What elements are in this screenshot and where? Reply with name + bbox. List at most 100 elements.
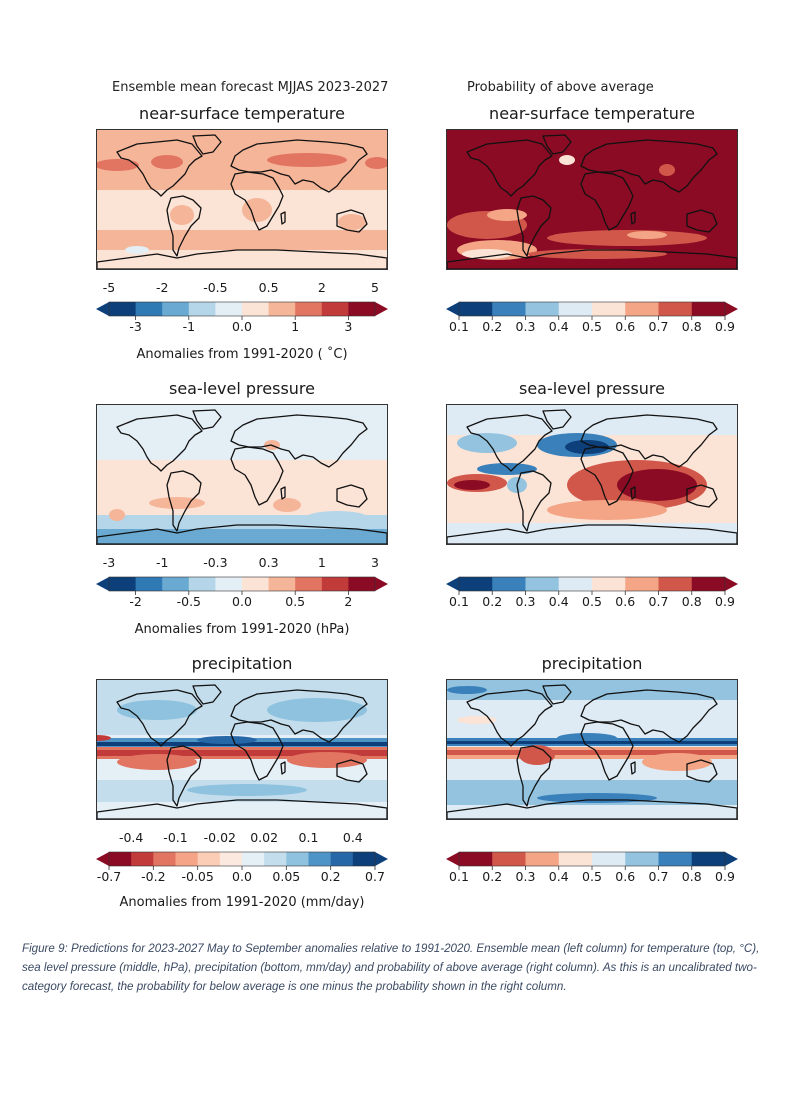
field-blob	[559, 155, 575, 165]
colorbar-2-segment	[242, 577, 270, 591]
field-band	[97, 742, 387, 746]
colorbar-1-extend-low	[446, 302, 459, 316]
colorbar-3-segment	[558, 577, 593, 591]
coastline	[97, 249, 387, 269]
colorbar-3-segment	[691, 577, 726, 591]
colorbar-1-segment	[625, 302, 659, 316]
coastline	[230, 689, 368, 743]
colorbar-2-segment	[321, 577, 349, 591]
colorbar-mean-temperature	[96, 298, 388, 338]
coastline	[542, 684, 572, 705]
field-band	[97, 529, 387, 544]
colorbar-tick-label: 0.8	[681, 594, 702, 609]
colorbar-0-segment	[321, 302, 349, 316]
colorbar-4-segment	[308, 852, 332, 866]
colorbar-tick-label: 0.7	[648, 319, 669, 334]
coastline	[542, 409, 572, 430]
colorbar-bottom-tick-label: 0.5	[285, 594, 306, 609]
colorbar-tick-label: 0.8	[681, 869, 702, 884]
colorbar-5-segment	[625, 852, 659, 866]
colorbar-0-segment	[188, 302, 216, 316]
colorbar-top-tick-label: 3	[371, 555, 379, 570]
field-blob	[242, 198, 272, 222]
field-blob	[307, 511, 367, 523]
field-band	[97, 750, 387, 756]
colorbar-5-segment	[658, 852, 693, 866]
colorbar-top-tick-label: 0.5	[258, 280, 279, 295]
coastline	[686, 484, 718, 508]
colorbar-mean-slp	[96, 573, 388, 613]
colorbar-0-segment	[135, 302, 163, 316]
field-blob	[519, 745, 555, 765]
field-blob	[338, 214, 366, 230]
colorbar-top-tick-label: 5	[371, 280, 379, 295]
field-blob	[117, 700, 197, 720]
colorbar-bottom-tick-label: 0.0	[232, 319, 252, 334]
field-blob	[273, 498, 301, 512]
colorbar-0-segment	[109, 302, 137, 316]
colorbar-5-segment	[525, 852, 560, 866]
coastline	[166, 195, 202, 257]
colorbar-bottom-tick-label: -1	[182, 319, 196, 334]
field-blob	[642, 753, 712, 771]
coastline	[580, 689, 718, 743]
coastline	[230, 139, 368, 193]
coastline	[580, 446, 634, 506]
colorbar-2-segment	[295, 577, 323, 591]
colorbar-2-segment	[268, 577, 296, 591]
field-blob	[565, 440, 609, 454]
map-prob-temperature	[446, 129, 738, 270]
colorbar-3-extend-high	[725, 577, 738, 591]
colorbar-bottom-tick-label: -0.5	[176, 594, 201, 609]
field-blob	[457, 433, 517, 453]
coastline	[280, 211, 286, 225]
colorbar-0-segment	[348, 302, 376, 316]
colorbar-4-segment	[264, 852, 287, 866]
colorbar-top-tick-label: -3	[102, 555, 116, 570]
colorbar-0-extend-low	[96, 302, 109, 316]
coastline	[516, 745, 552, 807]
colorbar-2-segment	[135, 577, 163, 591]
colorbar-tick-label: 0.5	[582, 319, 602, 334]
colorbar-bottom-tick-label: 0.05	[272, 869, 301, 884]
panel-title-mean-slp: sea-level pressure	[169, 379, 315, 398]
coastline	[580, 139, 718, 193]
colorbar-bottom-tick-label: 0.0	[232, 594, 252, 609]
colorbar-top-tick-label: -2	[155, 280, 169, 295]
field-blob	[125, 246, 149, 254]
coastline	[166, 470, 202, 532]
coastline	[447, 524, 737, 544]
coastline	[630, 486, 636, 500]
colorbar-4-segment	[219, 852, 243, 866]
field-blob	[197, 736, 257, 744]
colorbar-top-tick-label: -1	[155, 555, 169, 570]
colorbar-top-tick-label: 2	[317, 280, 326, 295]
coastline	[116, 414, 203, 472]
colorbar-4-segment	[242, 852, 265, 866]
colorbar-bottom-tick-label: 1	[291, 319, 300, 334]
colorbar-top-tick-label: -0.5	[203, 280, 228, 295]
colorbar-2-segment	[162, 577, 190, 591]
colorbar-top-tick-label: 1	[317, 555, 326, 570]
coastline	[542, 134, 572, 155]
colorbar-5-segment	[691, 852, 726, 866]
colorbar-3-segment	[459, 577, 493, 591]
colorbar-2-segment	[109, 577, 137, 591]
colorbar-3-segment	[492, 577, 526, 591]
colorbar-tick-label: 0.1	[449, 594, 469, 609]
field-band	[447, 750, 737, 755]
field-blob	[527, 249, 667, 259]
colorbar-bottom-tick-label: 0.7	[365, 869, 385, 884]
coastline	[230, 721, 284, 781]
coastline	[97, 799, 387, 819]
coastline	[192, 409, 222, 430]
map-prob-precip	[446, 679, 738, 820]
colorbar-bottom-tick-label: 0.0	[232, 869, 252, 884]
colorbar-tick-label: 0.6	[615, 319, 636, 334]
map-mean-temperature	[96, 129, 388, 270]
colorbar-tick-label: 0.5	[582, 594, 602, 609]
field-band	[447, 680, 737, 700]
field-band	[447, 405, 737, 435]
colorbar-label-precip: Anomalies from 1991-2020 (mm/day)	[119, 895, 365, 910]
coastline	[166, 745, 202, 807]
